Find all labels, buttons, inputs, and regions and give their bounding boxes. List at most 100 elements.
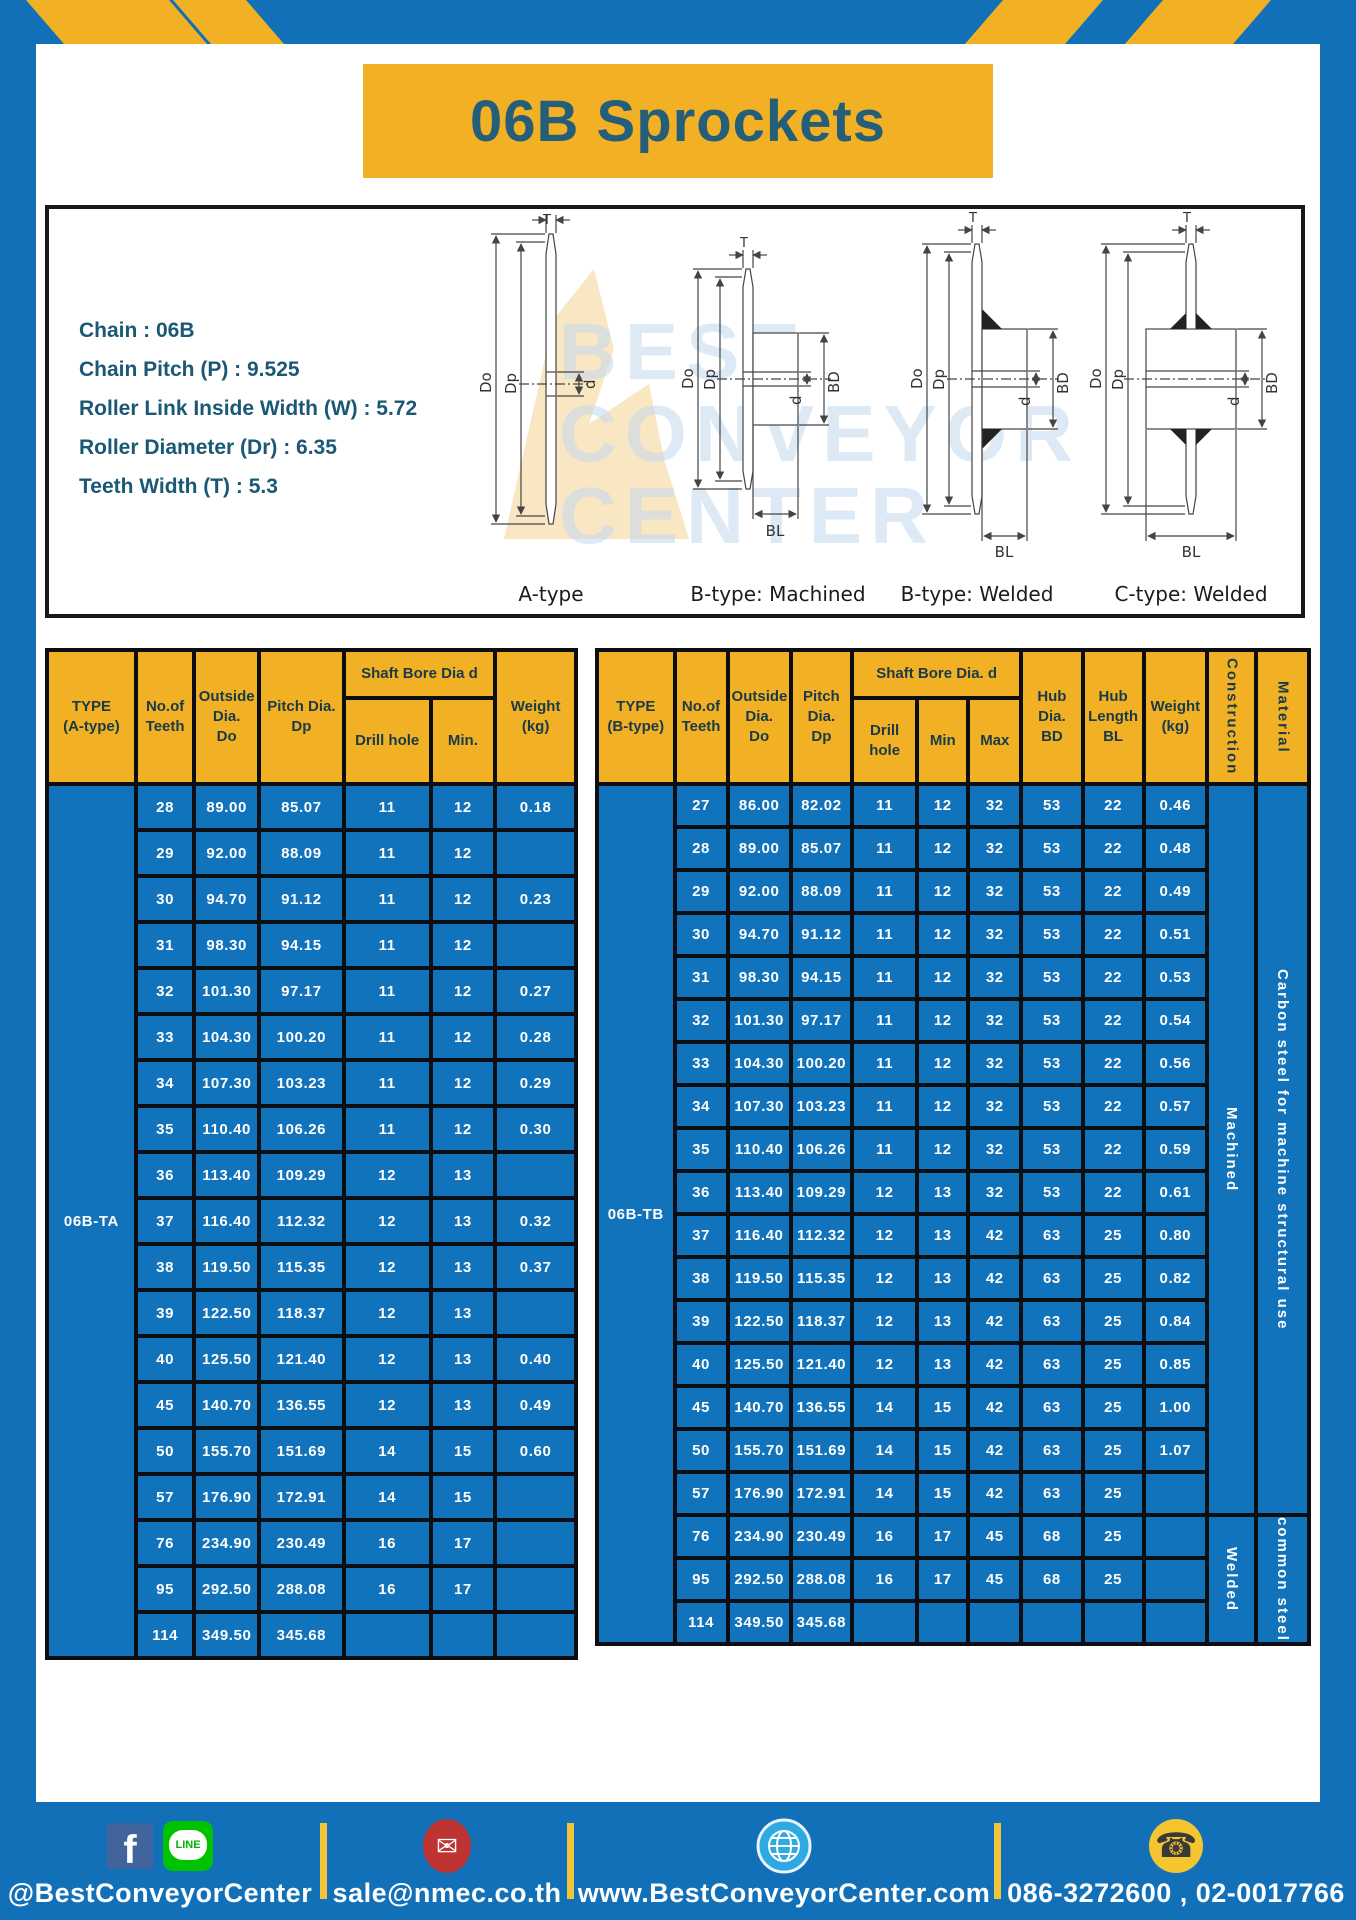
cell: 97.17 xyxy=(256,966,346,1016)
cell: 25 xyxy=(1080,1341,1146,1388)
cell xyxy=(966,1599,1024,1646)
table-row: 76 234.90 230.49 16 17 45 68 25 Welded common ste… xyxy=(597,1513,1312,1646)
footer-email-section: ✉ sale@nmec.co.th xyxy=(327,1802,567,1920)
cell: 27 xyxy=(672,782,730,829)
header-material: Material xyxy=(1253,648,1312,786)
cell xyxy=(915,1599,971,1646)
cell: 22 xyxy=(1080,1126,1146,1173)
phone-numbers[interactable]: 086-3272600 , 02-0017766 xyxy=(1007,1877,1345,1908)
cell: 292.50 xyxy=(192,1564,261,1614)
cell: 31 xyxy=(133,920,197,970)
cell: 13 xyxy=(428,1242,498,1292)
cell: 42 xyxy=(966,1341,1024,1388)
cell: 113.40 xyxy=(725,1169,793,1216)
cell: 42 xyxy=(966,1470,1024,1517)
email-address[interactable]: sale@nmec.co.th xyxy=(332,1877,562,1908)
cell: 0.51 xyxy=(1141,911,1209,958)
cell: 12 xyxy=(341,1334,433,1384)
cell: 12 xyxy=(915,1040,971,1087)
cell: 53 xyxy=(1019,997,1085,1044)
line-app-icon[interactable]: LINE xyxy=(163,1820,213,1871)
svg-text:T: T xyxy=(739,236,748,251)
cell: 12 xyxy=(915,997,971,1044)
cell: 104.30 xyxy=(725,1040,793,1087)
cell: 32 xyxy=(966,868,1024,915)
cell: 22 xyxy=(1080,1040,1146,1087)
cell: 42 xyxy=(966,1384,1024,1431)
cell xyxy=(493,1472,578,1522)
social-handle[interactable]: @BestConveyorCenter xyxy=(7,1877,313,1908)
cell: 125.50 xyxy=(192,1334,261,1384)
cell: 88.09 xyxy=(256,828,346,878)
cell: 0.61 xyxy=(1141,1169,1209,1216)
header-teeth: No.of Teeth xyxy=(133,648,197,786)
cell: 107.30 xyxy=(725,1083,793,1130)
header-pitch-dia: Pitch Dia. Dp xyxy=(256,648,346,786)
cell: 106.26 xyxy=(788,1126,854,1173)
cell: 63 xyxy=(1019,1255,1085,1302)
cell: 42 xyxy=(966,1255,1024,1302)
cell: 53 xyxy=(1019,1126,1085,1173)
cell xyxy=(493,920,578,970)
facebook-icon[interactable]: f xyxy=(107,1822,153,1869)
table-row: 32 101.30 97.17 11 12 0.27 xyxy=(47,966,578,1016)
cell: 13 xyxy=(428,1288,498,1338)
cell: 17 xyxy=(428,1564,498,1614)
cell: 28 xyxy=(672,825,730,872)
table-a-type: TYPE (A-type) No.of Teeth Outside Dia. D… xyxy=(45,648,578,1660)
svg-text:d: d xyxy=(581,379,599,389)
cell xyxy=(849,1599,920,1646)
caption-b-type-machined: B-type: Machined xyxy=(690,582,865,606)
cell xyxy=(493,1518,578,1568)
cell xyxy=(341,1610,433,1660)
cell: 14 xyxy=(341,1426,433,1476)
cell: 12 xyxy=(915,911,971,958)
cell: 85.07 xyxy=(788,825,854,872)
cell: 63 xyxy=(1019,1427,1085,1474)
svg-text:Do: Do xyxy=(908,368,926,389)
phone-icon[interactable]: ☎ xyxy=(1149,1818,1203,1873)
footer-website-section: www.BestConveyorCenter.com xyxy=(574,1802,994,1920)
cell: 68 xyxy=(1019,1556,1085,1603)
hazard-stripes-icon xyxy=(26,0,1271,44)
diagram-c-type-welded: Do Dp T d BD BL xyxy=(1087,211,1281,561)
cell xyxy=(493,1564,578,1614)
table-row: 31 98.30 94.15 11 12 32 53 22 0.53 xyxy=(597,954,1309,1001)
cell: 0.40 xyxy=(493,1334,578,1384)
cell: 136.55 xyxy=(788,1384,854,1431)
cell: 95 xyxy=(133,1564,197,1614)
cell xyxy=(493,1610,578,1660)
header-shaft-bore: Shaft Bore Dia. d xyxy=(849,648,1024,700)
table-row: 37 116.40 112.32 12 13 0.32 xyxy=(47,1196,578,1246)
cell: 1.00 xyxy=(1141,1384,1209,1431)
cell: 103.23 xyxy=(788,1083,854,1130)
cell: 0.29 xyxy=(493,1058,578,1108)
cell: 97.17 xyxy=(788,997,854,1044)
cell: 155.70 xyxy=(192,1426,261,1476)
cell: 34 xyxy=(672,1083,730,1130)
cell: 32 xyxy=(966,825,1024,872)
cell: 42 xyxy=(966,1427,1024,1474)
website-url[interactable]: www.BestConveyorCenter.com xyxy=(577,1877,991,1908)
spec-roller-diameter: Roller Diameter (Dr) : 6.35 xyxy=(79,436,337,459)
svg-text:BD: BD xyxy=(1054,372,1072,394)
diagram-b-type-welded: Do Dp T d BD BL xyxy=(908,211,1072,561)
cell: 53 xyxy=(1019,911,1085,958)
cell: 12 xyxy=(915,825,971,872)
cell: 121.40 xyxy=(788,1341,854,1388)
cell: 42 xyxy=(966,1298,1024,1345)
cell: 104.30 xyxy=(192,1012,261,1062)
caption-a-type: A-type xyxy=(518,582,583,606)
cell: 76 xyxy=(133,1518,197,1568)
cell: 13 xyxy=(428,1334,498,1384)
email-icon[interactable]: ✉ xyxy=(423,1818,471,1873)
header-shaft-bore: Shaft Bore Dia d xyxy=(341,648,498,700)
cell: 172.91 xyxy=(256,1472,346,1522)
cell: 107.30 xyxy=(192,1058,261,1108)
table-row: 50 155.70 151.69 14 15 0.60 xyxy=(47,1426,578,1476)
globe-icon[interactable] xyxy=(756,1818,812,1874)
cell: 50 xyxy=(133,1426,197,1476)
table-row: 76 234.90 230.49 16 17 xyxy=(47,1518,578,1568)
cell: 25 xyxy=(1080,1255,1146,1302)
